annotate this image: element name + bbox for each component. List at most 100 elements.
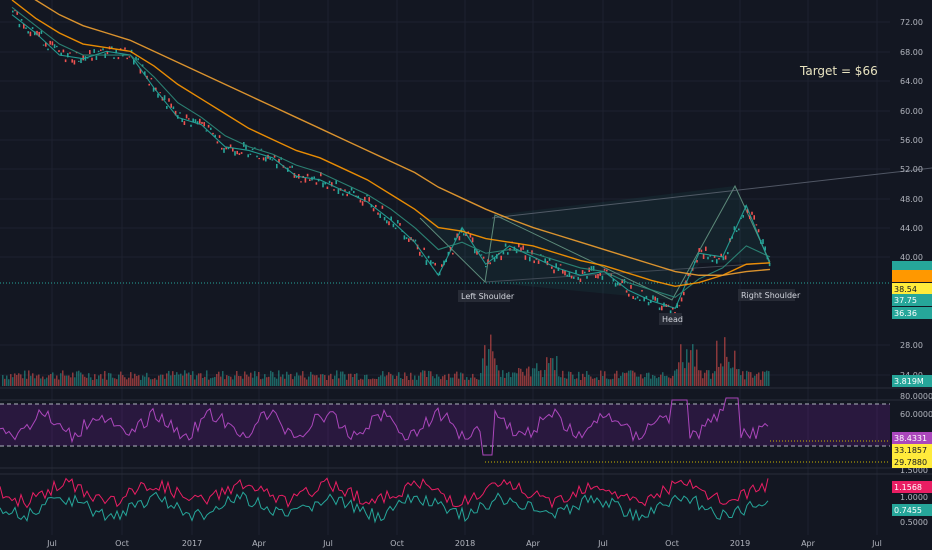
volume-bar	[16, 375, 18, 386]
volume-bar	[10, 374, 12, 386]
candle	[711, 259, 714, 262]
volume-bar	[354, 374, 356, 386]
candle	[271, 159, 274, 161]
volume-bar	[768, 371, 770, 386]
volume-bar	[590, 376, 592, 386]
rsi-level-badge-2-bg	[892, 456, 932, 468]
candle	[12, 10, 14, 13]
volume-bar	[656, 378, 658, 386]
candle	[421, 255, 423, 257]
volume-bar	[294, 376, 296, 386]
volume-bar	[588, 374, 590, 386]
candle	[128, 56, 131, 58]
volume-bar	[180, 373, 182, 386]
volume-bar	[762, 371, 764, 386]
candle	[601, 275, 604, 280]
volume-bar	[152, 379, 154, 386]
candle	[174, 110, 177, 116]
volume-bar	[522, 371, 524, 386]
candle	[322, 182, 324, 188]
volume-bar	[732, 367, 734, 386]
volume-bar	[346, 379, 348, 386]
candle	[238, 153, 241, 155]
volume-bar	[576, 378, 578, 386]
candle	[16, 11, 18, 15]
candle	[348, 191, 351, 194]
volume-bar	[230, 376, 232, 386]
y-tick-label: 60.00	[900, 107, 923, 116]
candle	[471, 237, 474, 243]
volume-bar	[218, 371, 220, 386]
volume-bar	[98, 375, 100, 386]
volume-bar	[560, 377, 562, 386]
candle	[278, 158, 280, 163]
candle	[350, 187, 353, 191]
volume-bar	[546, 357, 548, 386]
volume-bar	[24, 370, 26, 386]
candle	[709, 255, 711, 257]
volume-bar	[140, 379, 142, 386]
volume-bar	[242, 378, 244, 386]
volume-bar	[508, 371, 510, 386]
volume-bar	[474, 377, 476, 386]
candle	[625, 290, 628, 293]
volume-bar	[432, 376, 434, 386]
candlesticks	[12, 10, 771, 315]
candle	[746, 208, 749, 213]
candle	[454, 237, 456, 241]
candle	[245, 144, 247, 150]
volume-bar	[738, 369, 740, 386]
volume-bar	[734, 350, 736, 386]
volume-bar	[164, 378, 166, 386]
left-shoulder-label-bg	[458, 290, 510, 302]
annotation-labels: Target = $66 Left Shoulder Head Right Shoul…	[458, 64, 878, 325]
time-axis[interactable]: Jul Oct 2017 Apr Jul Oct 2018 Apr Jul Oct 2019 Apr J…	[46, 539, 882, 548]
volume-bar	[272, 372, 274, 386]
candle	[716, 259, 718, 264]
volume-bar	[332, 379, 334, 386]
candle	[394, 227, 397, 230]
volume-bar	[578, 371, 580, 386]
volume-bar	[156, 379, 158, 386]
volume-bar	[110, 373, 112, 386]
volume-bar	[134, 373, 136, 386]
volume-bar	[626, 372, 628, 386]
candle	[269, 157, 271, 160]
candle	[537, 260, 540, 264]
volume-bar	[400, 377, 402, 386]
volume-bar	[216, 374, 218, 386]
volume-bar	[396, 375, 398, 386]
volume-bar	[148, 377, 150, 386]
volume-bar	[572, 374, 574, 386]
volume-bar	[4, 378, 6, 386]
volume-bar	[758, 372, 760, 386]
volume-bar	[604, 371, 606, 386]
candle	[232, 147, 234, 152]
candle	[590, 266, 593, 271]
volume-bar	[552, 358, 554, 386]
candle	[240, 152, 243, 154]
volume-bar	[154, 378, 156, 386]
volume-bar	[648, 372, 650, 386]
volume-bar	[314, 375, 316, 386]
volume-bar	[518, 368, 520, 386]
y-tick-label: 52.00	[900, 165, 923, 174]
volume-bar	[40, 378, 42, 386]
volume-bar	[506, 372, 508, 386]
volume-bar	[534, 368, 536, 386]
volume-bar	[118, 374, 120, 386]
candle	[306, 173, 309, 177]
volume-bar	[292, 379, 294, 386]
volume-bar	[256, 376, 258, 386]
x-tick-label: 2019	[730, 539, 750, 548]
volume-bar	[482, 358, 484, 386]
volume-bar	[268, 376, 270, 386]
candle	[592, 265, 595, 271]
candle	[260, 148, 263, 150]
volume-bar	[450, 377, 452, 386]
rsi-tick: 60.0000	[900, 410, 932, 419]
volume-bar	[642, 378, 644, 386]
price-axis[interactable]: 72.00 68.00 64.00 60.00 56.00 52.00 48.00 44.00…	[892, 18, 932, 527]
candle	[568, 272, 571, 278]
